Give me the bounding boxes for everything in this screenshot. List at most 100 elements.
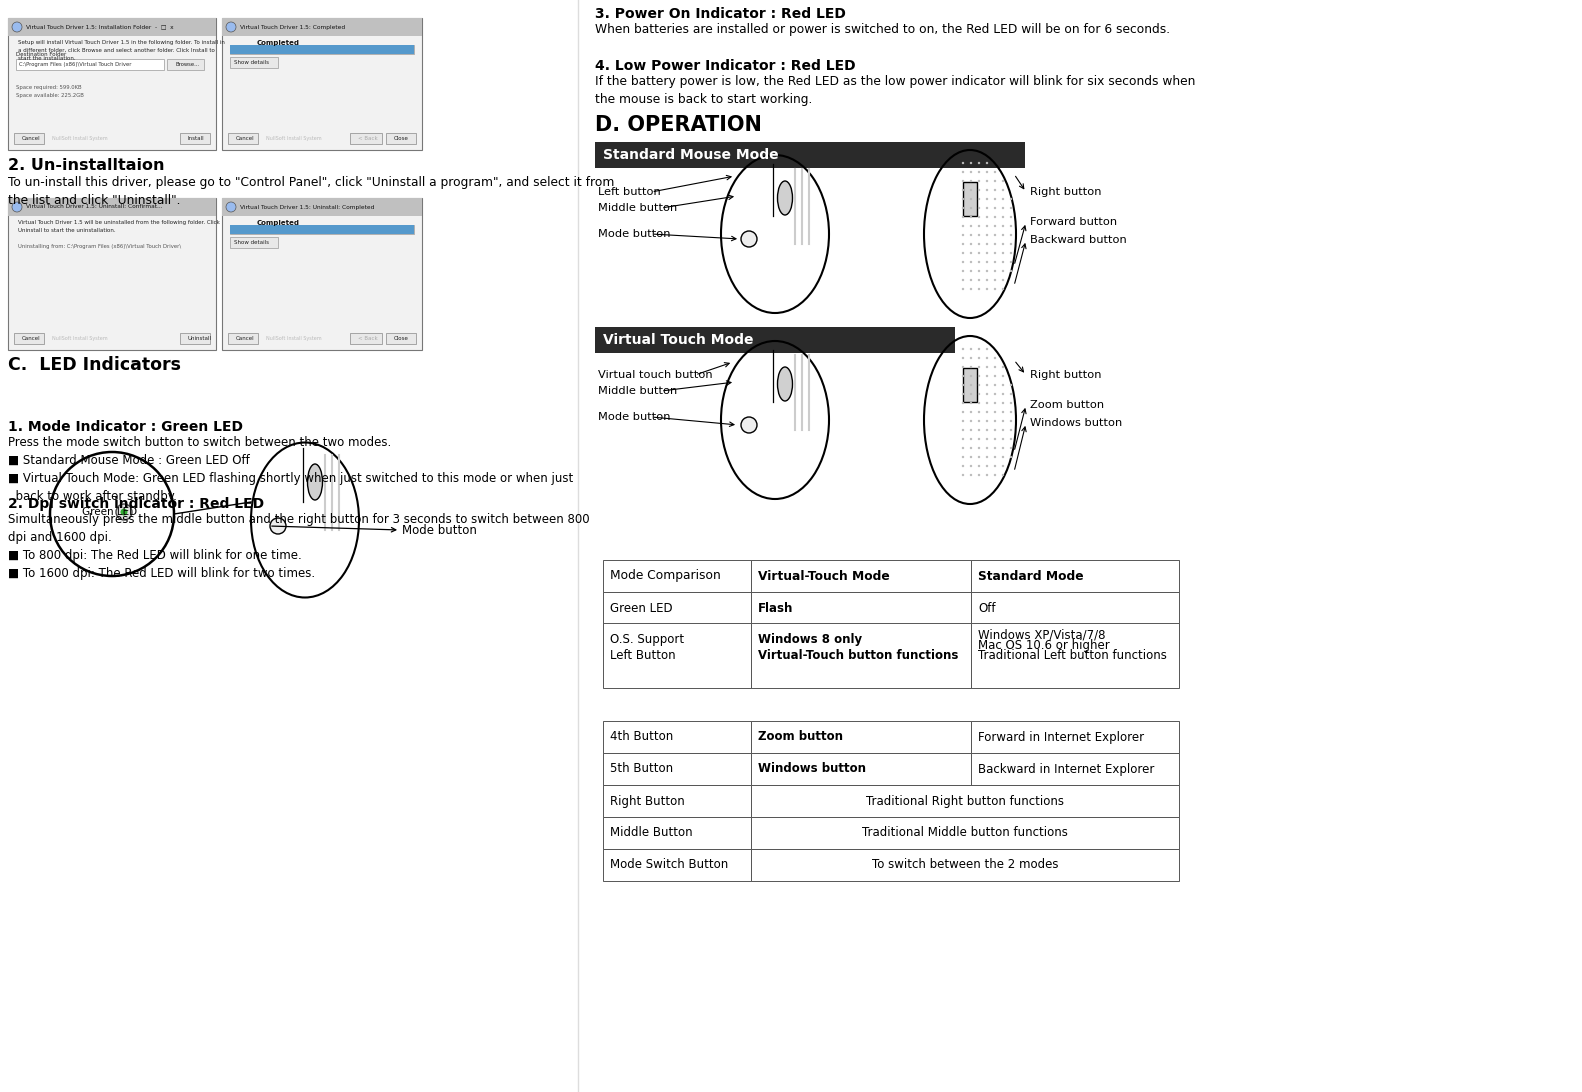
Text: Uninstalling from: C:\Program Files (x86)\Virtual Touch Driver\: Uninstalling from: C:\Program Files (x86… [17,244,180,249]
Circle shape [986,234,989,236]
Text: Left button: Left button [598,187,661,197]
Text: Virtual-Touch button functions: Virtual-Touch button functions [758,649,959,662]
Bar [8,17,217,150]
Bar [963,182,978,216]
Text: Traditional Right button functions: Traditional Right button functions [865,795,1065,807]
Circle shape [1001,242,1005,246]
Circle shape [986,270,989,272]
Text: C.  LED Indicators: C. LED Indicators [8,356,180,373]
Bar [350,333,381,344]
Circle shape [1009,438,1012,440]
Text: Browse...: Browse... [176,62,199,67]
Circle shape [993,447,997,449]
Text: Mode button: Mode button [598,229,671,239]
Bar [963,368,978,402]
Text: Mode button: Mode button [598,412,671,422]
Circle shape [986,383,989,387]
Circle shape [1001,252,1005,254]
Circle shape [986,261,989,263]
Circle shape [970,438,973,440]
Text: Green LED: Green LED [82,507,138,517]
Circle shape [993,278,997,282]
Circle shape [993,206,997,210]
Circle shape [1009,411,1012,413]
Circle shape [986,170,989,174]
Text: Zoom button: Zoom button [758,731,843,744]
Circle shape [978,474,981,476]
Text: Virtual touch button: Virtual touch button [598,370,712,380]
Text: Zoom button: Zoom button [1030,400,1104,410]
Circle shape [993,180,997,182]
Circle shape [986,447,989,449]
Circle shape [970,419,973,423]
Circle shape [962,216,963,218]
Circle shape [978,375,981,377]
Circle shape [1001,411,1005,413]
Circle shape [970,465,973,467]
Circle shape [1001,198,1005,200]
Circle shape [1009,252,1012,254]
Circle shape [993,366,997,368]
Circle shape [970,242,973,246]
Circle shape [962,225,963,227]
Text: Forward button: Forward button [1030,217,1117,227]
Circle shape [986,198,989,200]
Text: Mode Comparison: Mode Comparison [611,570,721,582]
Bar [386,333,416,344]
Circle shape [970,288,973,290]
Bar [221,198,422,216]
Circle shape [993,288,997,290]
Bar [8,17,217,36]
Bar [8,198,217,216]
Text: Virtual Touch Driver 1.5: Completed: Virtual Touch Driver 1.5: Completed [240,24,345,29]
Bar [229,57,278,68]
Text: start the installation.: start the installation. [17,56,76,61]
Text: Backward in Internet Explorer: Backward in Internet Explorer [978,762,1155,775]
Circle shape [1001,261,1005,263]
Circle shape [226,202,236,212]
Circle shape [970,357,973,359]
Bar [229,45,414,54]
Text: a different folder, click Browse and select another folder. Click Install to: a different folder, click Browse and sel… [17,48,215,54]
Circle shape [986,357,989,359]
Circle shape [962,180,963,182]
Circle shape [978,206,981,210]
Circle shape [993,225,997,227]
Circle shape [978,465,981,467]
Circle shape [970,393,973,395]
Text: Forward in Internet Explorer: Forward in Internet Explorer [978,731,1144,744]
Circle shape [970,347,973,351]
Circle shape [962,474,963,476]
Circle shape [962,278,963,282]
Circle shape [978,278,981,282]
Text: D. OPERATION: D. OPERATION [595,115,763,135]
Circle shape [970,252,973,254]
Circle shape [1001,288,1005,290]
Bar [751,721,971,753]
Circle shape [970,180,973,182]
Circle shape [962,438,963,440]
Bar [229,45,414,54]
Circle shape [978,455,981,459]
Text: Virtual Touch Driver 1.5: Uninstall: Completed: Virtual Touch Driver 1.5: Uninstall: Com… [240,204,375,210]
Circle shape [970,189,973,191]
Text: Space available: 225.2GB: Space available: 225.2GB [16,93,84,98]
Circle shape [986,252,989,254]
Text: Show details: Show details [234,240,269,245]
Text: O.S. Support: O.S. Support [611,633,683,646]
Bar [971,624,1179,656]
Circle shape [986,162,989,164]
Circle shape [993,261,997,263]
Text: C:\Program Files (x86)\Virtual Touch Driver: C:\Program Files (x86)\Virtual Touch Dri… [19,62,131,67]
Text: Mode button: Mode button [402,523,476,536]
Circle shape [1009,270,1012,272]
Circle shape [1001,270,1005,272]
Circle shape [962,447,963,449]
Circle shape [1001,447,1005,449]
Text: Windows 8 only: Windows 8 only [758,633,862,646]
Text: 4th Button: 4th Button [611,731,674,744]
Circle shape [993,429,997,431]
Bar [751,624,971,656]
Circle shape [1001,455,1005,459]
Circle shape [970,402,973,404]
